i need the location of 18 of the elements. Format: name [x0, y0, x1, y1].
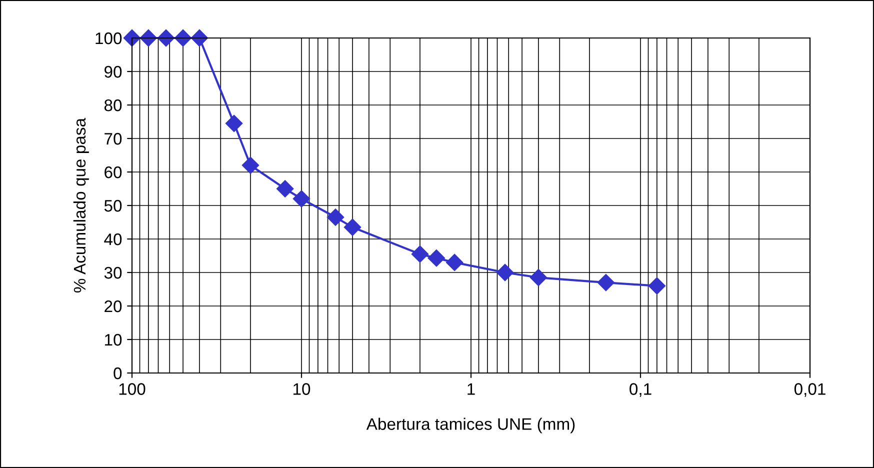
y-axis-title: % Acumulado que pasa — [73, 118, 89, 292]
y-tick-label: 0 — [114, 367, 122, 380]
y-tick-label: 90 — [104, 66, 122, 78]
y-tick-label: 40 — [104, 233, 122, 246]
x-tick-label: 1 — [468, 383, 475, 395]
y-tick-label: 70 — [104, 132, 122, 145]
x-tick-label: 0,01 — [794, 383, 826, 397]
x-tick-label: 100 — [119, 383, 146, 395]
y-tick-label: 80 — [104, 99, 122, 112]
x-tick-label: 10 — [294, 383, 310, 395]
y-tick-label: 20 — [104, 300, 122, 312]
y-tick-label: 10 — [105, 334, 122, 346]
y-tick-label: 60 — [104, 166, 122, 178]
y-tick-label: 100 — [96, 32, 122, 44]
y-tick-label: 50 — [104, 200, 122, 212]
x-tick-label: 0,1 — [630, 383, 652, 397]
y-tick-label: 30 — [104, 266, 122, 279]
x-axis-title: Abertura tamices UNE (mm) — [366, 418, 575, 434]
